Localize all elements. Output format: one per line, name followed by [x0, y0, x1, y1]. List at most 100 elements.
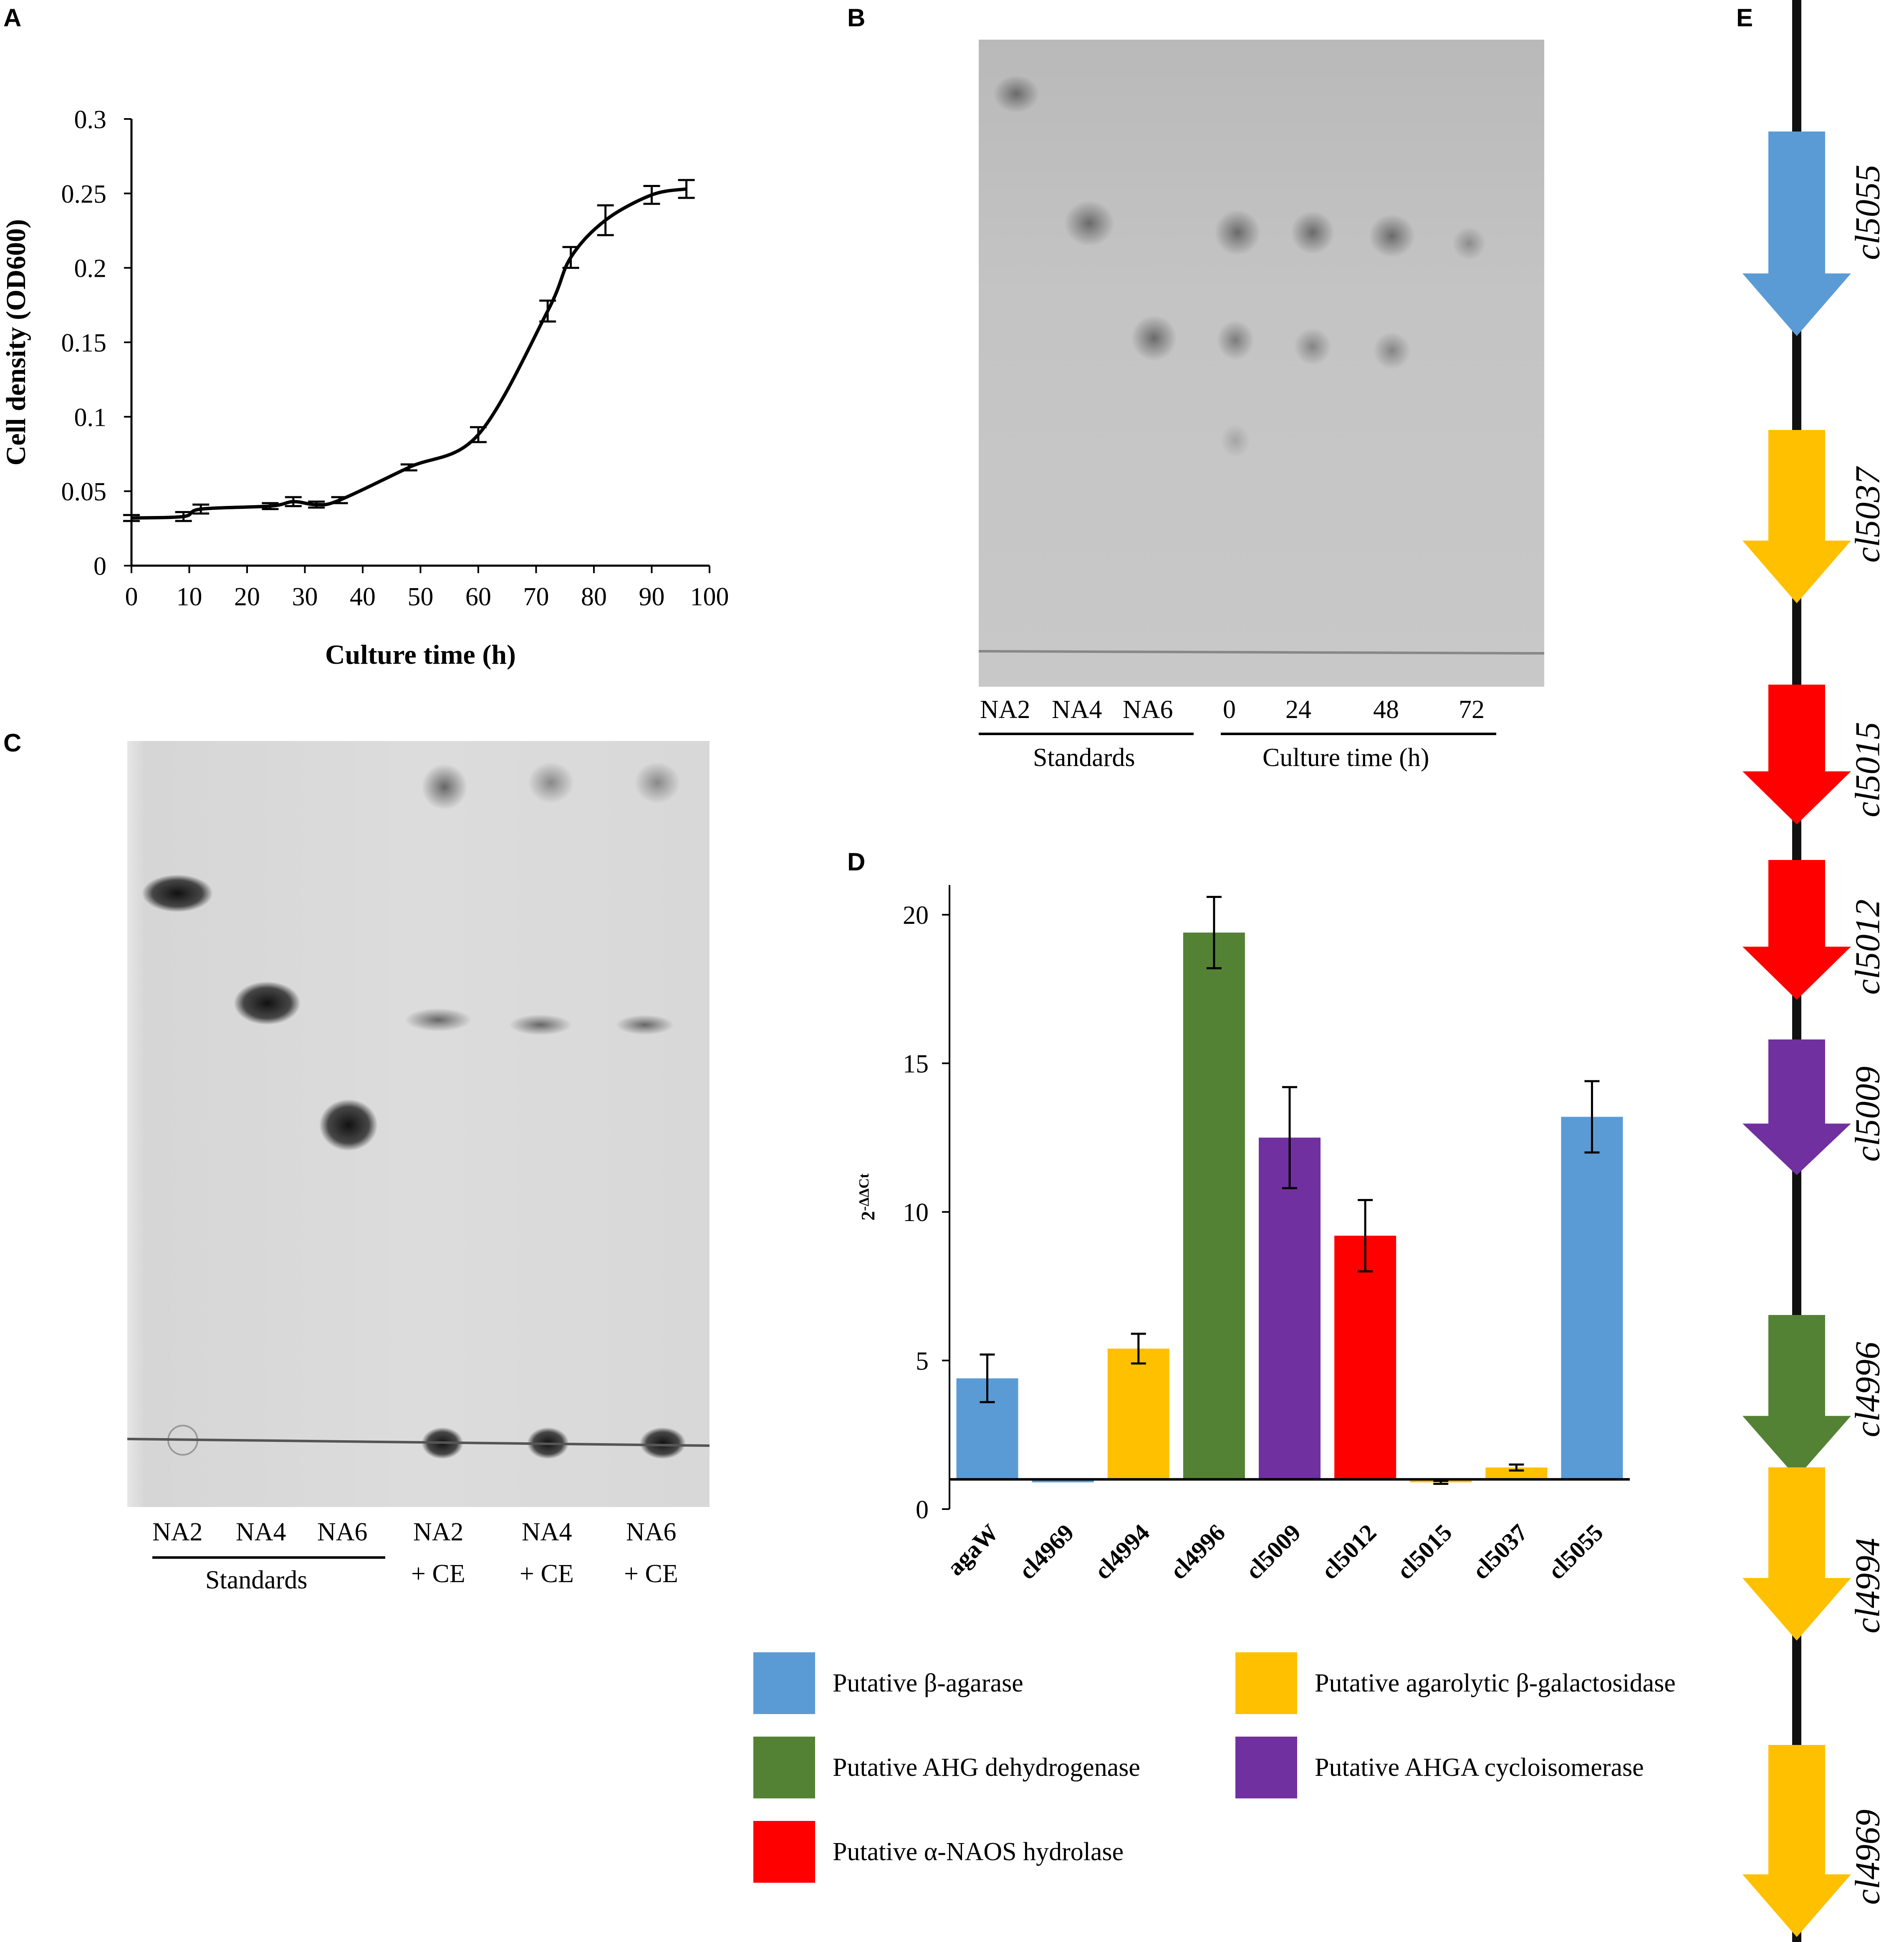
gene-arrow-cl4969	[1742, 1745, 1851, 1937]
y-tick-label: 0.2	[74, 255, 107, 283]
bar-cl5015	[1410, 1479, 1472, 1482]
x-tick-label: cl5009	[1240, 1519, 1306, 1585]
x-axis-label: Culture time (h)	[325, 640, 516, 670]
tlc-spot	[319, 1099, 378, 1151]
tlc-b-group-line-left	[979, 733, 1194, 735]
x-tick-label: cl4996	[1164, 1519, 1230, 1585]
bar-cl5037	[1485, 1467, 1548, 1479]
tlc-c-lane-label: NA6	[626, 1518, 677, 1546]
tlc-b-lane-label: 72	[1459, 695, 1485, 724]
tlc-spot	[1215, 210, 1260, 255]
y-tick-label: 20	[903, 901, 929, 930]
tlc-b-lane-label: 24	[1285, 695, 1311, 724]
legend-swatch	[1235, 1652, 1297, 1714]
tlc-b-lane-label: 0	[1223, 695, 1236, 724]
gene-label-cl4996: cl4996	[1848, 1342, 1887, 1437]
tlc-spot	[1369, 214, 1415, 258]
tlc-spot	[1217, 320, 1254, 360]
bar-cl5012	[1334, 1236, 1396, 1479]
x-tick-label: 0	[125, 583, 138, 611]
x-tick-label: 60	[465, 583, 491, 611]
y-tick-label: 0	[93, 552, 106, 581]
gene-label-cl4994: cl4994	[1848, 1538, 1887, 1634]
y-tick-label: 0.1	[74, 403, 107, 432]
tlc-spot	[1452, 227, 1486, 260]
x-tick-label: 40	[350, 583, 376, 611]
tlc-c-group-line	[152, 1556, 385, 1559]
legend-item-beta-agarase: Putative β-agarase	[753, 1652, 1023, 1714]
x-tick-label: cl5012	[1316, 1519, 1382, 1585]
tlc-spot	[616, 1015, 674, 1035]
tlc-spot	[1294, 328, 1331, 365]
x-tick-label: 80	[581, 583, 607, 611]
tlc-c-group-standards: Standards	[205, 1566, 308, 1594]
gene-arrow-cl4994	[1742, 1467, 1851, 1641]
y-axis-label: 2-ΔΔCt	[856, 1173, 879, 1221]
legend-label: Putative AHG dehydrogenase	[833, 1753, 1140, 1782]
y-tick-label: 5	[916, 1347, 929, 1376]
tlc-spot	[1291, 211, 1334, 254]
gene-label-cl5055: cl5055	[1848, 164, 1887, 260]
tlc-c-lane-label: NA6	[317, 1518, 368, 1546]
tlc-spot	[640, 1427, 686, 1459]
x-tick-label: 100	[690, 583, 729, 611]
bar-cl4996	[1183, 932, 1245, 1479]
tlc-spot	[405, 1008, 472, 1032]
gene-label-cl5015: cl5015	[1848, 722, 1887, 817]
gene-label-cl5009: cl5009	[1848, 1066, 1887, 1162]
bar-cl5009	[1259, 1138, 1321, 1479]
gene-arrow-cl5037	[1742, 430, 1851, 603]
panel-letter-c: C	[3, 729, 22, 757]
tlc-b-lane-label: NA2	[980, 695, 1030, 724]
gene-label-cl5037: cl5037	[1848, 467, 1887, 563]
gene-arrow-cl5055	[1742, 131, 1851, 336]
tlc-spot	[1221, 424, 1250, 457]
legend-item-naos-hydrolase: Putative α-NAOS hydrolase	[753, 1821, 1124, 1883]
tlc-spot	[528, 762, 574, 804]
tlc-b-group-standards: Standards	[1033, 743, 1135, 772]
tlc-b-group-line-right	[1221, 733, 1496, 735]
x-tick-label: cl4994	[1089, 1519, 1155, 1585]
y-tick-label: 0.25	[61, 180, 107, 208]
tlc-c-lane-sublabel: + CE	[411, 1560, 465, 1588]
tlc-plate-c	[127, 741, 710, 1507]
tlc-c-lane-label: NA4	[236, 1518, 286, 1546]
legend-label: Putative AHGA cycloisomerase	[1315, 1753, 1644, 1782]
gene-label-cl4969: cl4969	[1848, 1809, 1887, 1905]
bar-cl4969	[1032, 1479, 1094, 1482]
tlc-b-lane-label: NA6	[1123, 695, 1173, 724]
legend-item-ahga-cycloisomerase: Putative AHGA cycloisomerase	[1235, 1737, 1644, 1798]
tlc-spot	[509, 1014, 572, 1035]
legend-swatch	[753, 1821, 815, 1883]
gene-arrow-cl5015	[1742, 685, 1851, 824]
panel-letter-b: B	[847, 4, 866, 32]
legend-item-beta-galactosidase: Putative agarolytic β-galactosidase	[1235, 1652, 1676, 1714]
gene-arrow-cl5009	[1742, 1039, 1851, 1175]
tlc-b-group-culture-time: Culture time (h)	[1263, 743, 1429, 772]
x-tick-label: cl5015	[1391, 1519, 1457, 1585]
bar-cl4994	[1107, 1348, 1169, 1479]
tlc-spot	[993, 75, 1039, 113]
y-tick-label: 0.3	[74, 106, 107, 134]
x-tick-label: 20	[234, 583, 260, 611]
legend-swatch	[753, 1737, 815, 1798]
tlc-spot	[1131, 315, 1177, 361]
legend-label: Putative β-agarase	[833, 1669, 1023, 1697]
tlc-spot	[142, 875, 213, 912]
bar-agaW	[956, 1378, 1018, 1479]
y-tick-label: 0	[916, 1496, 929, 1524]
y-tick-label: 0.05	[61, 478, 107, 506]
bar-cl5055	[1561, 1117, 1623, 1479]
x-tick-label: agaW	[942, 1519, 1003, 1580]
y-tick-label: 15	[903, 1050, 929, 1078]
x-tick-label: 70	[523, 583, 549, 611]
tlc-spot	[1373, 332, 1411, 369]
tlc-c-lane-label: NA2	[413, 1518, 464, 1546]
y-axis-label: Cell density (OD600)	[1, 219, 31, 465]
tlc-plate-b	[979, 40, 1544, 687]
growth-series-line	[131, 187, 687, 520]
tlc-c-lane-label: NA4	[522, 1518, 572, 1546]
gene-arrow-cl5012	[1742, 860, 1851, 1000]
x-tick-label: cl5037	[1467, 1519, 1533, 1585]
tlc-c-lane-sublabel: + CE	[520, 1560, 574, 1588]
